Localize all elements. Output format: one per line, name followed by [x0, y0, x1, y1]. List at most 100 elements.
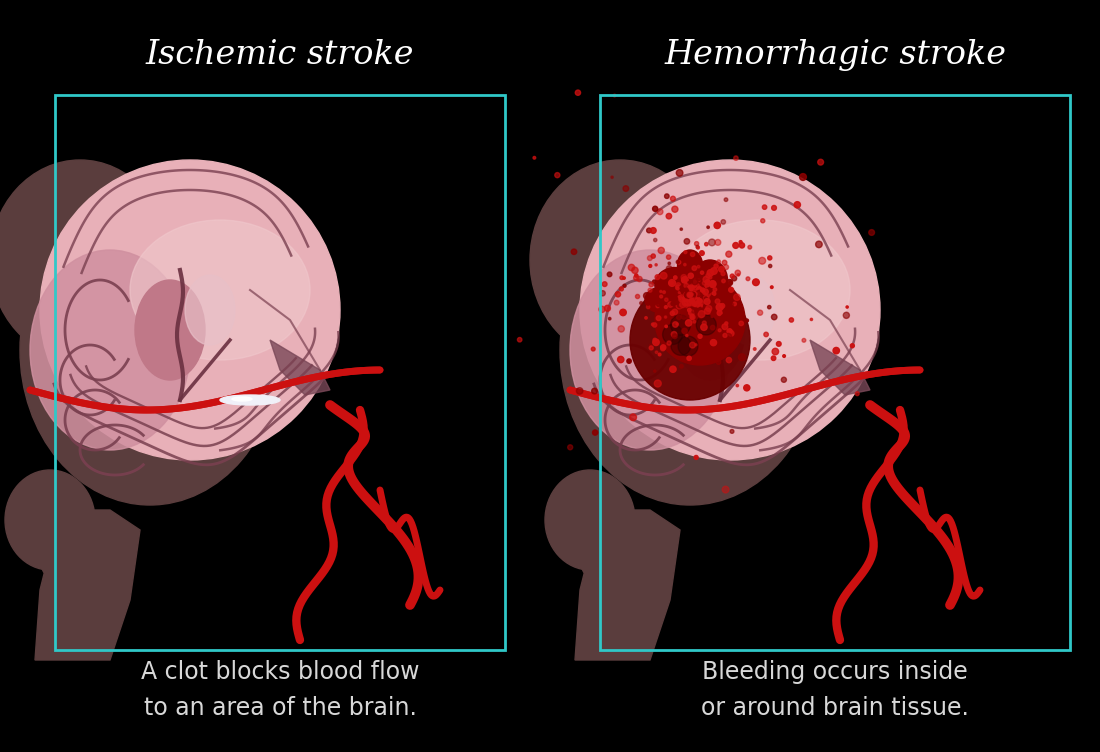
Circle shape: [649, 344, 651, 346]
Circle shape: [718, 329, 722, 332]
Circle shape: [693, 304, 696, 307]
Circle shape: [722, 279, 725, 283]
Ellipse shape: [20, 195, 281, 505]
Circle shape: [815, 241, 822, 247]
Circle shape: [689, 293, 693, 299]
Circle shape: [685, 320, 692, 326]
Circle shape: [656, 305, 659, 308]
Circle shape: [678, 302, 683, 308]
Circle shape: [623, 186, 629, 192]
Circle shape: [683, 290, 690, 296]
Circle shape: [637, 277, 642, 282]
Circle shape: [713, 288, 717, 291]
Circle shape: [686, 290, 689, 293]
Circle shape: [689, 293, 691, 295]
Circle shape: [698, 311, 705, 317]
Circle shape: [666, 325, 668, 328]
Circle shape: [683, 289, 686, 293]
Circle shape: [623, 284, 626, 287]
Circle shape: [684, 263, 686, 265]
Circle shape: [697, 290, 700, 293]
Circle shape: [690, 294, 692, 297]
Ellipse shape: [0, 160, 170, 360]
Circle shape: [701, 288, 705, 293]
Circle shape: [615, 292, 620, 297]
Circle shape: [684, 296, 691, 303]
Circle shape: [613, 94, 616, 97]
Circle shape: [654, 294, 659, 299]
Circle shape: [732, 276, 737, 281]
Circle shape: [693, 293, 697, 296]
Circle shape: [688, 316, 693, 322]
Circle shape: [802, 338, 806, 342]
Circle shape: [670, 366, 676, 372]
Circle shape: [649, 282, 653, 287]
Circle shape: [717, 260, 720, 263]
Circle shape: [695, 289, 701, 293]
Circle shape: [739, 241, 742, 244]
Circle shape: [734, 156, 738, 160]
Circle shape: [653, 338, 657, 341]
Circle shape: [693, 284, 700, 290]
Circle shape: [672, 206, 678, 212]
Circle shape: [680, 288, 685, 293]
Circle shape: [692, 283, 696, 287]
Circle shape: [711, 339, 716, 346]
Ellipse shape: [654, 275, 745, 365]
Ellipse shape: [671, 335, 691, 356]
Circle shape: [662, 291, 665, 293]
Circle shape: [662, 284, 669, 290]
Circle shape: [708, 276, 712, 279]
Circle shape: [679, 278, 683, 283]
Circle shape: [712, 292, 716, 296]
Circle shape: [720, 304, 725, 308]
Circle shape: [769, 265, 772, 268]
Circle shape: [684, 299, 692, 306]
Circle shape: [735, 270, 740, 275]
Circle shape: [610, 176, 614, 178]
Circle shape: [811, 318, 813, 320]
Circle shape: [690, 292, 693, 296]
Ellipse shape: [40, 535, 100, 585]
Circle shape: [690, 294, 692, 297]
Circle shape: [619, 309, 626, 316]
Circle shape: [657, 302, 661, 306]
Circle shape: [722, 271, 725, 275]
Circle shape: [690, 314, 693, 317]
Circle shape: [660, 272, 667, 279]
Polygon shape: [810, 340, 870, 395]
Circle shape: [652, 280, 656, 284]
Ellipse shape: [135, 280, 205, 380]
Circle shape: [736, 384, 738, 387]
Circle shape: [634, 275, 639, 280]
Circle shape: [576, 388, 583, 394]
Circle shape: [604, 305, 611, 311]
Circle shape: [684, 292, 690, 298]
Circle shape: [714, 222, 720, 229]
Circle shape: [695, 310, 697, 313]
Circle shape: [691, 292, 694, 296]
Circle shape: [728, 281, 732, 285]
Polygon shape: [270, 340, 330, 395]
Ellipse shape: [6, 470, 95, 570]
Circle shape: [660, 290, 662, 293]
Circle shape: [682, 329, 688, 334]
Circle shape: [704, 299, 710, 305]
Circle shape: [690, 293, 695, 298]
Circle shape: [701, 324, 707, 330]
Circle shape: [667, 341, 671, 345]
Circle shape: [685, 305, 688, 308]
Polygon shape: [575, 510, 680, 660]
Circle shape: [752, 279, 759, 286]
Circle shape: [771, 205, 777, 211]
Circle shape: [692, 292, 697, 297]
Circle shape: [679, 292, 681, 293]
Circle shape: [720, 220, 726, 224]
Circle shape: [684, 292, 689, 296]
Circle shape: [733, 242, 739, 248]
Circle shape: [689, 299, 692, 302]
Circle shape: [692, 292, 695, 295]
Circle shape: [700, 250, 704, 256]
Circle shape: [617, 356, 624, 362]
Circle shape: [682, 296, 688, 302]
